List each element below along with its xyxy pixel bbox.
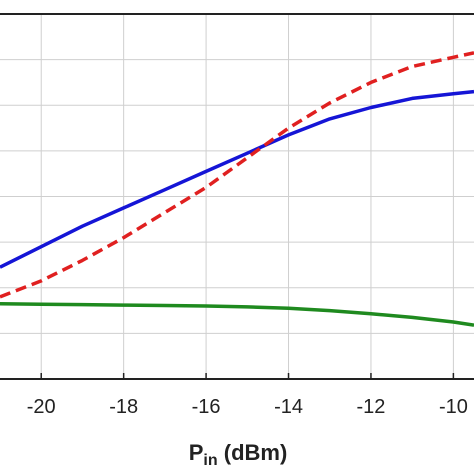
series-group — [0, 51, 474, 327]
series-line-1 — [0, 89, 474, 269]
grid — [0, 14, 474, 379]
x-tick-label-5: -10 — [439, 396, 468, 418]
x-tick-label-1: -18 — [109, 396, 138, 418]
x-axis-label: Pin (dBm) — [189, 440, 288, 469]
x-tick-label-3: -14 — [274, 396, 303, 418]
series-line-2 — [0, 51, 474, 299]
series-line-3 — [0, 301, 474, 327]
axes — [0, 13, 474, 380]
x-tick-label-2: -16 — [192, 396, 221, 418]
x-ticks: -20 -18 -16 -14 -12 -10 — [27, 373, 468, 418]
x-tick-label-4: -12 — [357, 396, 386, 418]
x-tick-label-0: -20 — [27, 396, 56, 418]
